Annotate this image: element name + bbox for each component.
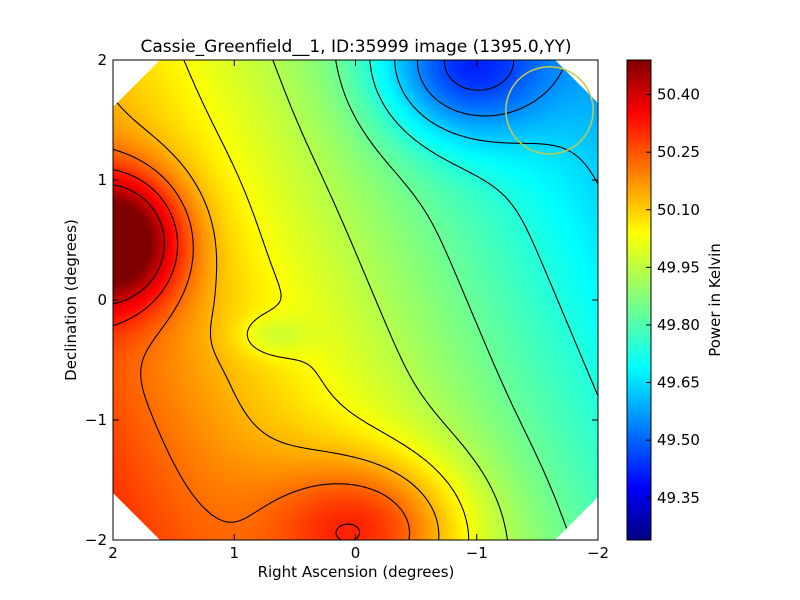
colorbar-tick-label: 50.10 [657,201,700,219]
marker-layer [505,66,594,155]
contour-line [369,60,598,397]
x-tick-label: 1 [229,544,239,562]
heatmap-image [113,60,598,540]
heatmap [113,60,598,540]
contour-line [335,60,572,540]
plot-area: 2 1 0 −1 −2 2 1 0 −1 −2 [85,51,609,562]
chart-title: Cassie_Greenfield__1, ID:35999 image (13… [140,37,571,57]
x-tick-label: 0 [351,544,361,562]
contour-line [113,148,411,540]
contour-line [113,184,165,305]
y-tick-label: 0 [97,291,107,309]
y-axis-ticks: 2 1 0 −1 −2 [85,51,598,549]
y-tick-label: −1 [85,411,107,429]
x-axis-ticks: 2 1 0 −1 −2 [108,60,609,562]
y-tick-label: 2 [97,51,107,69]
contour-line [272,60,509,540]
colorbar: 50.40 50.25 50.10 49.95 49.80 49.65 49.50 49.35… [626,59,724,541]
colorbar-tick-label: 49.80 [657,316,700,334]
x-tick-label: −2 [587,544,609,562]
colorbar-tick-label: 50.40 [657,86,700,104]
contour-line [444,60,515,91]
x-axis-label: Right Ascension (degrees) [258,563,455,581]
colorbar-tick-label: 50.25 [657,143,700,161]
circle-marker [505,66,594,155]
colorbar-tick-label: 49.35 [657,489,700,507]
contour-lines [113,60,598,540]
contour-line [394,60,598,185]
colorbar-ticks: 50.40 50.25 50.10 49.95 49.80 49.65 49.50 49.35 [646,86,700,507]
colorbar-tick-label: 49.65 [657,374,700,392]
y-tick-label: 1 [97,171,107,189]
y-axis-label: Declination (degrees) [62,219,80,381]
colorbar-tick-label: 49.50 [657,431,700,449]
colorbar-gradient [626,59,652,541]
x-tick-label: −1 [466,544,488,562]
x-tick-label: 2 [108,544,118,562]
y-tick-label: −2 [85,531,107,549]
contour-line [416,60,567,117]
colorbar-tick-label: 49.95 [657,258,700,276]
colorbar-label: Power in Kelvin [706,243,724,357]
contour-line [113,169,361,540]
contour-line [183,60,470,540]
